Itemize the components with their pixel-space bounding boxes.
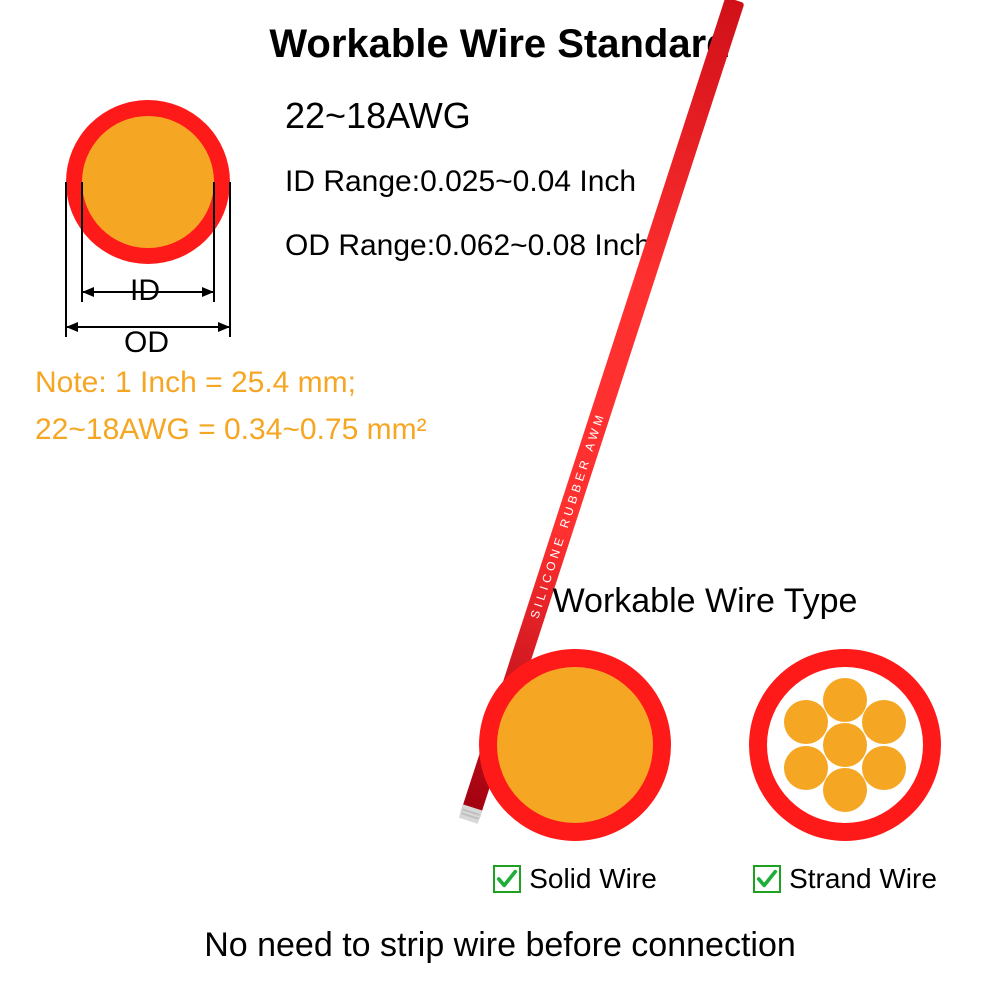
note-line-1: Note: 1 Inch = 25.4 mm; xyxy=(35,360,427,407)
od-range: OD Range:0.062~0.08 Inch xyxy=(285,229,651,263)
solid-wire-label: Solid Wire xyxy=(529,863,657,895)
id-label: ID xyxy=(130,274,160,307)
strand-wire-label: Strand Wire xyxy=(789,863,937,895)
note-block: Note: 1 Inch = 25.4 mm; 22~18AWG = 0.34~… xyxy=(35,360,427,453)
wire-type-title: Workable Wire Type xyxy=(490,582,920,621)
solid-check-icon xyxy=(493,865,521,893)
solid-wire-icon xyxy=(475,645,675,845)
awg-spec: 22~18AWG xyxy=(285,95,651,137)
od-label: OD xyxy=(124,326,169,359)
strand-wire-icon xyxy=(745,645,945,845)
id-range: ID Range:0.025~0.04 Inch xyxy=(285,165,651,199)
note-line-2: 22~18AWG = 0.34~0.75 mm² xyxy=(35,407,427,454)
solid-wire-item: Solid Wire xyxy=(475,645,675,895)
strand-check-icon xyxy=(753,865,781,893)
footer-text: No need to strip wire before connection xyxy=(0,926,1000,965)
inner-core xyxy=(82,116,214,248)
cross-section-diagram: ID OD xyxy=(40,92,260,362)
page-title: Workable Wire Standard xyxy=(0,22,1000,67)
wire-type-group: Solid Wire Strand Wire xyxy=(475,645,945,895)
spec-block: 22~18AWG ID Range:0.025~0.04 Inch OD Ran… xyxy=(285,95,651,293)
strand-wire-item: Strand Wire xyxy=(745,645,945,895)
